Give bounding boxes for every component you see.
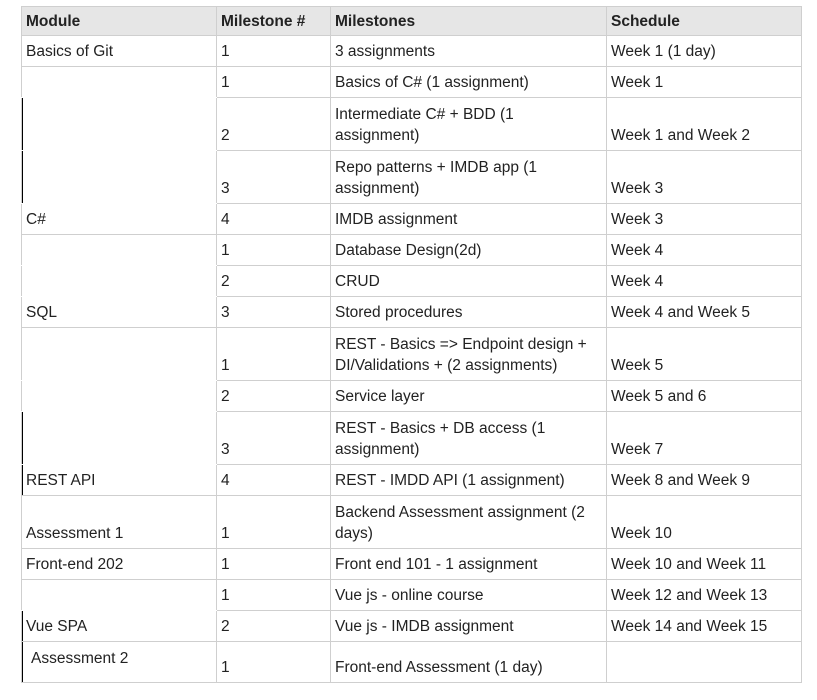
milestone-number-cell: 4 xyxy=(216,464,331,496)
table-row: REST API 4 REST - IMDD API (1 assignment) W… xyxy=(21,464,802,496)
schedule-cell: Week 3 xyxy=(606,203,802,235)
milestone-number-cell: 1 xyxy=(216,641,331,683)
schedule-cell: Week 10 and Week 11 xyxy=(606,548,802,580)
milestone-number-cell: 2 xyxy=(216,97,331,151)
schedule-cell: Week 12 and Week 13 xyxy=(606,579,802,611)
table-row: Basics of Git 1 3 assignments Week 1 (1 day… xyxy=(21,35,802,67)
milestone-cell: Front end 101 - 1 assignment xyxy=(330,548,607,580)
module-cell: C# xyxy=(21,203,217,235)
milestone-number-cell: 3 xyxy=(216,296,331,328)
milestone-number-cell: 1 xyxy=(216,66,331,98)
milestone-cell: Service layer xyxy=(330,380,607,412)
milestone-cell: Stored procedures xyxy=(330,296,607,328)
milestone-number-cell: 3 xyxy=(216,411,331,465)
module-cell xyxy=(21,380,217,412)
module-cell: SQL xyxy=(21,296,217,328)
schedule-cell: Week 1 (1 day) xyxy=(606,35,802,67)
header-module: Module xyxy=(21,6,217,36)
table-row: Front-end 202 1 Front end 101 - 1 assignme… xyxy=(21,548,802,580)
milestone-cell: Vue js - IMDB assignment xyxy=(330,610,607,642)
milestone-cell: 3 assignments xyxy=(330,35,607,67)
schedule-cell: Week 5 xyxy=(606,327,802,381)
table-row: 1 Database Design(2d) Week 4 xyxy=(21,234,802,266)
milestone-cell: CRUD xyxy=(330,265,607,297)
header-schedule: Schedule xyxy=(606,6,802,36)
milestone-number-cell: 2 xyxy=(216,380,331,412)
milestone-cell: REST - Basics + DB access (1 assignment) xyxy=(330,411,607,465)
header-row: Module Milestone # Milestones Schedule xyxy=(21,6,802,36)
milestone-cell: Basics of C# (1 assignment) xyxy=(330,66,607,98)
table-row: Assessment 1 1 Backend Assessment assignme… xyxy=(21,495,802,549)
module-cell xyxy=(21,150,217,204)
table-row: Assessment 2 1 Front-end Assessment (1 day… xyxy=(21,641,802,683)
module-cell xyxy=(21,66,217,98)
table-row: 1 REST - Basics => Endpoint design + DI/V… xyxy=(21,327,802,381)
table-row: C# 4 IMDB assignment Week 3 xyxy=(21,203,802,235)
milestone-number-cell: 4 xyxy=(216,203,331,235)
milestone-cell: IMDB assignment xyxy=(330,203,607,235)
schedule-cell: Week 1 and Week 2 xyxy=(606,97,802,151)
milestone-cell: Vue js - online course xyxy=(330,579,607,611)
module-cell: Basics of Git xyxy=(21,35,217,67)
milestone-number-cell: 1 xyxy=(216,35,331,67)
table-row: 1 Vue js - online course Week 12 and Week … xyxy=(21,579,802,611)
table-row: 2 Service layer Week 5 and 6 xyxy=(21,380,802,412)
milestone-number-cell: 1 xyxy=(216,548,331,580)
module-cell: Front-end 202 xyxy=(21,548,217,580)
module-cell: Assessment 1 xyxy=(21,495,217,549)
schedule-cell: Week 4 and Week 5 xyxy=(606,296,802,328)
table-row: 2 CRUD Week 4 xyxy=(21,265,802,297)
module-cell: Assessment 2 xyxy=(21,641,217,683)
schedule-cell: Week 10 xyxy=(606,495,802,549)
header-milestones: Milestones xyxy=(330,6,607,36)
milestone-cell: Database Design(2d) xyxy=(330,234,607,266)
module-cell xyxy=(21,97,217,151)
schedule-cell: Week 4 xyxy=(606,234,802,266)
schedule-table: Module Milestone # Milestones Schedule B… xyxy=(21,6,802,683)
milestone-cell: Front-end Assessment (1 day) xyxy=(330,641,607,683)
milestone-number-cell: 2 xyxy=(216,265,331,297)
module-cell xyxy=(21,411,217,465)
table-row: 2 Intermediate C# + BDD (1 assignment) Wee… xyxy=(21,97,802,151)
milestone-cell: REST - Basics => Endpoint design + DI/Va… xyxy=(330,327,607,381)
milestone-number-cell: 2 xyxy=(216,610,331,642)
module-cell xyxy=(21,265,217,297)
table-row: 3 REST - Basics + DB access (1 assignment… xyxy=(21,411,802,465)
milestone-number-cell: 1 xyxy=(216,327,331,381)
milestone-cell: Repo patterns + IMDB app (1 assignment) xyxy=(330,150,607,204)
table-row: Vue SPA 2 Vue js - IMDB assignment Week 14 … xyxy=(21,610,802,642)
schedule-cell: Week 7 xyxy=(606,411,802,465)
schedule-cell: Week 8 and Week 9 xyxy=(606,464,802,496)
schedule-cell: Week 3 xyxy=(606,150,802,204)
milestone-number-cell: 3 xyxy=(216,150,331,204)
milestone-cell: REST - IMDD API (1 assignment) xyxy=(330,464,607,496)
table-row: 3 Repo patterns + IMDB app (1 assignment)… xyxy=(21,150,802,204)
milestone-number-cell: 1 xyxy=(216,495,331,549)
table-row: 1 Basics of C# (1 assignment) Week 1 xyxy=(21,66,802,98)
schedule-cell: Week 4 xyxy=(606,265,802,297)
module-cell xyxy=(21,327,217,381)
module-cell: Vue SPA xyxy=(21,610,217,642)
schedule-cell xyxy=(606,641,802,683)
schedule-cell: Week 14 and Week 15 xyxy=(606,610,802,642)
header-milestone-number: Milestone # xyxy=(216,6,331,36)
milestone-cell: Backend Assessment assignment (2 days) xyxy=(330,495,607,549)
milestone-number-cell: 1 xyxy=(216,234,331,266)
schedule-cell: Week 1 xyxy=(606,66,802,98)
module-cell xyxy=(21,579,217,611)
module-cell: REST API xyxy=(21,464,217,496)
milestone-number-cell: 1 xyxy=(216,579,331,611)
milestone-cell: Intermediate C# + BDD (1 assignment) xyxy=(330,97,607,151)
table-row: SQL 3 Stored procedures Week 4 and Week 5 xyxy=(21,296,802,328)
schedule-cell: Week 5 and 6 xyxy=(606,380,802,412)
module-cell xyxy=(21,234,217,266)
